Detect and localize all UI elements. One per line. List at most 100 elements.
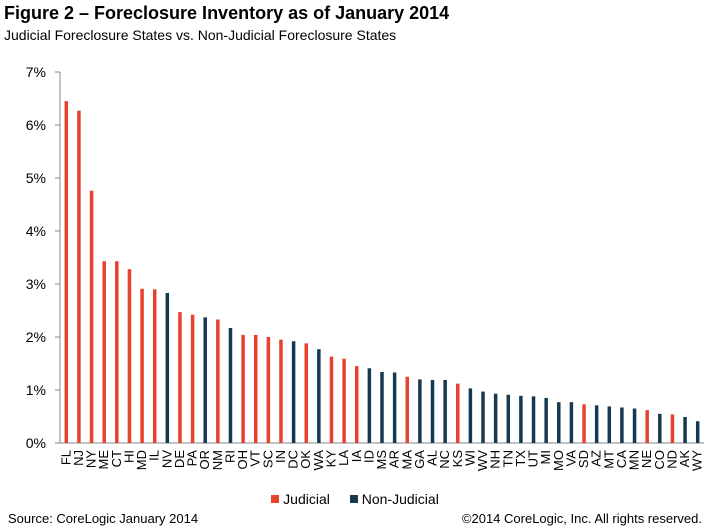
legend-item-judicial: Judicial (271, 491, 330, 507)
bar-mn (632, 408, 637, 443)
y-tick-label: 4% (26, 223, 46, 239)
bar-ok (304, 343, 308, 443)
x-tick-label-dc: DC (286, 450, 301, 469)
bar-nc (443, 379, 447, 443)
x-tick-label-ar: AR (387, 450, 402, 468)
bar-ky (329, 356, 334, 443)
x-tick-label-ks: KS (450, 450, 465, 468)
x-tick-label-ga: GA (412, 450, 427, 469)
bar-mt (607, 406, 612, 443)
x-tick-label-la: LA (336, 450, 351, 466)
x-tick-label-nj: NJ (71, 450, 86, 466)
bar-nm (216, 319, 220, 443)
x-tick-label-wy: WY (690, 450, 705, 471)
bar-ct (115, 261, 119, 443)
bar-al (430, 379, 435, 443)
y-tick-label: 1% (26, 382, 46, 398)
x-tick-label-ny: NY (84, 450, 99, 468)
x-tick-label-ok: OK (298, 450, 313, 469)
legend-item-non-judicial: Non-Judicial (349, 491, 439, 507)
bar-de (178, 312, 182, 443)
bar-wy (695, 421, 700, 443)
bar-id (367, 368, 372, 443)
x-tick-label-nd: ND (664, 450, 679, 469)
y-tick-label: 0% (26, 435, 46, 451)
bar-nh (493, 393, 498, 443)
x-tick-label-wa: WA (311, 450, 326, 471)
bar-me (102, 261, 106, 443)
legend-swatch-judicial (271, 495, 280, 503)
x-tick-label-ca: CA (614, 450, 629, 468)
x-tick-label-wi: WI (462, 450, 477, 466)
x-tick-label-co: CO (652, 450, 667, 470)
bar-sc (266, 337, 271, 443)
bar-ia (355, 366, 359, 443)
legend-label-non-judicial: Non-Judicial (361, 491, 439, 507)
x-tick-label-oh: OH (235, 450, 250, 470)
x-tick-label-ia: IA (349, 450, 364, 463)
bar-vt (253, 334, 258, 443)
bar-in (279, 339, 283, 443)
bar-ri (228, 327, 233, 443)
x-tick-label-al: AL (425, 450, 440, 466)
bar-mo (557, 402, 561, 443)
x-tick-label-sc: SC (260, 450, 275, 468)
bar-oh (241, 334, 245, 443)
bar-fl (64, 101, 69, 444)
x-tick-label-md: MD (134, 450, 149, 470)
bar-ks (456, 383, 460, 443)
x-tick-label-tx: TX (513, 450, 528, 467)
source-note: Source: CoreLogic January 2014 (8, 511, 199, 526)
bar-il (152, 289, 157, 443)
x-tick-label-mt: MT (601, 450, 616, 469)
bars (64, 101, 700, 444)
bar-ak (683, 417, 687, 443)
bar-wa (317, 349, 321, 443)
bar-nv (165, 293, 170, 443)
y-tick-label: 7% (26, 64, 46, 80)
x-tick-label-hi: HI (121, 450, 136, 463)
y-tick-label: 5% (26, 170, 46, 186)
x-tick-label-az: AZ (589, 450, 604, 467)
x-tick-label-ma: MA (399, 450, 414, 470)
x-tick-label-pa: PA (185, 450, 200, 467)
bar-mi (544, 397, 548, 443)
bar-la (342, 358, 346, 443)
bar-nd (670, 414, 675, 443)
y-axis: 0% 1% 2% 3% 4% 5% 6% 7% (26, 64, 704, 451)
x-tick-label-ne: NE (639, 450, 654, 468)
bar-ca (620, 407, 624, 443)
x-tick-label-vt: VT (248, 450, 263, 467)
bar-ny (89, 190, 94, 443)
y-tick-label: 6% (26, 117, 46, 133)
x-tick-label-nh: NH (488, 450, 503, 469)
bar-wv (481, 391, 485, 443)
x-tick-label-me: ME (96, 450, 111, 470)
x-axis-labels: FLNJNYMECTHIMDILNVDEPAORNMRIOHVTSCINDCOK… (58, 450, 704, 471)
y-tick-label: 3% (26, 276, 46, 292)
bar-tn (506, 394, 511, 443)
x-tick-label-or: OR (197, 450, 212, 470)
bar-wi (468, 388, 473, 443)
bar-ar (392, 372, 397, 443)
legend: Judicial Non-Judicial (0, 491, 710, 507)
x-tick-label-ct: CT (109, 450, 124, 467)
x-tick-label-fl: FL (58, 450, 73, 465)
x-tick-label-sd: SD (576, 450, 591, 468)
bar-or (203, 317, 207, 443)
x-tick-label-nv: NV (159, 450, 174, 468)
x-tick-label-mn: MN (627, 450, 642, 470)
x-tick-label-ut: UT (526, 450, 541, 467)
legend-swatch-non-judicial (349, 495, 358, 503)
bar-co (658, 413, 662, 443)
x-tick-label-va: VA (563, 450, 578, 467)
x-tick-label-mo: MO (551, 450, 566, 471)
x-tick-label-id: ID (361, 450, 376, 463)
x-tick-label-ak: AK (677, 450, 692, 468)
x-tick-label-de: DE (172, 450, 187, 468)
bar-md (140, 288, 144, 443)
chart-subtitle: Judicial Foreclosure States vs. Non-Judi… (4, 27, 397, 43)
bar-va (569, 402, 574, 443)
x-tick-label-nm: NM (210, 450, 225, 470)
